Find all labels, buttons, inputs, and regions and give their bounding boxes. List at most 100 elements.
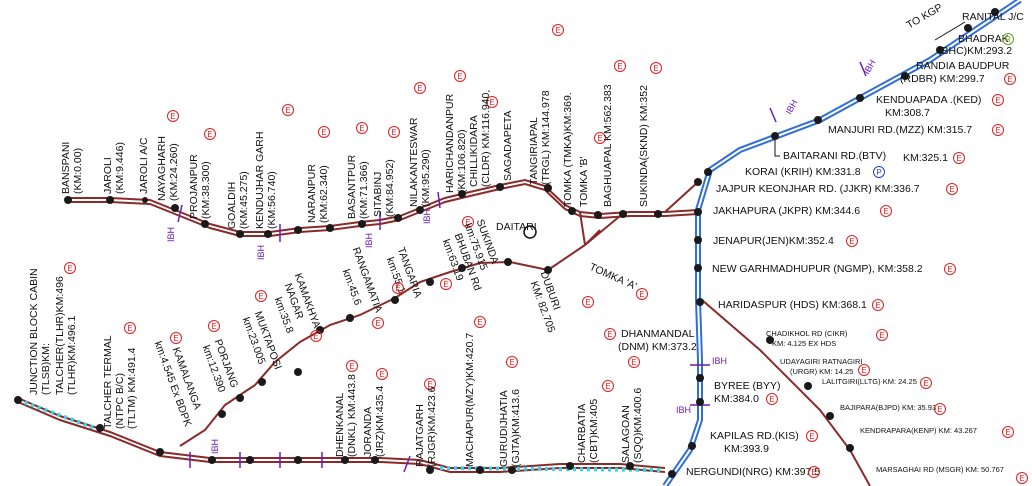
station-dot bbox=[696, 374, 704, 382]
station-dot bbox=[358, 220, 366, 228]
south-line-track bbox=[17, 397, 666, 473]
station-dot bbox=[856, 94, 864, 102]
station-badge: E bbox=[346, 360, 358, 372]
ibh-label: IBH bbox=[676, 405, 692, 415]
station-label: KENDUAPADA .(KED) bbox=[876, 94, 982, 106]
station-label: (URGR) KM: 14.25 bbox=[790, 367, 854, 376]
station-badge: E bbox=[170, 332, 182, 344]
station-dot bbox=[426, 466, 434, 474]
station-badge: E bbox=[440, 278, 452, 290]
station-badge: E bbox=[1004, 73, 1016, 85]
station-label: (KM:84.952) bbox=[384, 159, 396, 217]
station-label: NILAKANTESWAR bbox=[408, 117, 420, 207]
station-label: TOMKA (TMKA)KM:369. bbox=[562, 92, 574, 207]
station-label: HARIDASPUR (HDS) KM:368.1 bbox=[718, 299, 867, 311]
station-badge: P bbox=[873, 166, 885, 178]
station-dot bbox=[156, 448, 164, 456]
station-label: KM:308.7 bbox=[885, 107, 930, 119]
station-label: (KM:62.340) bbox=[318, 165, 330, 223]
station-badge: E bbox=[953, 152, 965, 164]
direction-arrow bbox=[934, 21, 966, 41]
ibh-label: IBH bbox=[210, 438, 220, 454]
tomka-chord-track bbox=[547, 181, 699, 271]
station-dot bbox=[246, 456, 254, 464]
station-label: (CLDR) KM:116.940, bbox=[480, 89, 492, 187]
station-dot bbox=[341, 456, 349, 464]
station-label: SUKINDA(SKND) KM:352 bbox=[638, 85, 650, 207]
station-dot bbox=[826, 412, 834, 420]
station-dot bbox=[208, 456, 216, 464]
station-dot bbox=[544, 266, 552, 274]
station-dot bbox=[704, 168, 712, 176]
station-label: (KM:106.820) bbox=[456, 129, 468, 193]
paradip-branch-track bbox=[701, 299, 871, 486]
station-dot bbox=[694, 178, 702, 186]
station-badge: E bbox=[614, 60, 626, 72]
station-dot bbox=[496, 183, 504, 191]
station-dot bbox=[804, 382, 812, 390]
station-label: JORANDA bbox=[362, 406, 374, 457]
station-badge: E bbox=[318, 126, 330, 138]
station-badge: E bbox=[604, 328, 616, 340]
station-dot bbox=[236, 230, 244, 238]
station-label: (TLHR)KM:496.1 bbox=[66, 315, 78, 395]
station-dot bbox=[294, 456, 302, 464]
station-dot bbox=[264, 230, 272, 238]
station-dot bbox=[294, 368, 302, 376]
station-label: JAKHAPURA (JKPR) KM:344.6 bbox=[713, 205, 861, 217]
station-label: (GJTA)KM:413.6 bbox=[510, 389, 522, 467]
station-label: TOMKA 'B' bbox=[578, 156, 590, 208]
station-badge: E bbox=[806, 430, 818, 442]
station-label: SALAGOAN bbox=[620, 405, 632, 463]
station-dots bbox=[14, 8, 999, 478]
station-badge: E bbox=[1016, 472, 1028, 484]
station-dot bbox=[508, 466, 516, 474]
station-label: (SQQ)KM:400.6 bbox=[632, 387, 644, 463]
station-label: TANGIRIAPAL bbox=[528, 117, 540, 185]
station-label: (KM:0.00) bbox=[72, 147, 84, 194]
station-badge: E bbox=[376, 368, 388, 380]
station-dot bbox=[326, 224, 334, 232]
station-badge: E bbox=[167, 110, 179, 122]
station-badge: E bbox=[992, 94, 1004, 106]
station-label: (BHC)KM:293.2 bbox=[938, 45, 1013, 57]
station-dot bbox=[96, 424, 104, 432]
station-badge: E bbox=[474, 316, 486, 328]
station-label: KAPILAS RD.(KIS) bbox=[710, 430, 799, 442]
station-dot bbox=[458, 190, 466, 198]
station-dot bbox=[391, 296, 399, 304]
station-label: NERGUNDI(NRG) KM:397.5 bbox=[686, 466, 821, 478]
station-badge: E bbox=[602, 380, 614, 392]
baitarani-leader bbox=[774, 140, 780, 157]
station-badge: E bbox=[1002, 426, 1014, 438]
station-label: NARANPUR bbox=[306, 164, 318, 223]
station-label: KENDUJHAR GARH bbox=[254, 131, 266, 229]
station-dot bbox=[936, 46, 944, 54]
station-label: (NTPC B/C) bbox=[114, 373, 126, 429]
station-label: KM: 4.125 EX HDS bbox=[772, 339, 837, 348]
station-badge: E bbox=[424, 378, 436, 390]
station-badge: R bbox=[1002, 33, 1014, 45]
station-dot bbox=[476, 466, 484, 474]
station-label: CHARBATIA bbox=[576, 403, 588, 463]
station-badge: E bbox=[992, 124, 1004, 136]
station-badge: E bbox=[310, 330, 322, 342]
station-label: KORAI (KRIH) KM:331.8 bbox=[745, 166, 861, 178]
station-badge: E bbox=[934, 403, 946, 415]
station-dot bbox=[901, 72, 909, 80]
station-dot bbox=[566, 462, 574, 470]
station-badge: E bbox=[628, 356, 640, 368]
station-dot bbox=[294, 226, 302, 234]
station-dot bbox=[504, 258, 512, 266]
station-label: KENDRAPARA(KENP) KM: 43.267 bbox=[860, 426, 977, 435]
station-badge: E bbox=[372, 317, 384, 329]
station-badge: E bbox=[506, 356, 518, 368]
station-label: HARICHANDANPUR bbox=[444, 93, 456, 193]
station-badge: E bbox=[846, 235, 858, 247]
station-label: JENAPUR(JEN)KM:352.4 bbox=[713, 235, 834, 247]
station-dot bbox=[668, 470, 676, 478]
station-label: BAGHUAPAL KM:562.383 bbox=[602, 84, 614, 207]
station-dot bbox=[619, 210, 627, 218]
station-dot bbox=[694, 264, 702, 272]
station-label: LALITGIRI(LLTG) KM: 24.25 bbox=[822, 377, 917, 386]
